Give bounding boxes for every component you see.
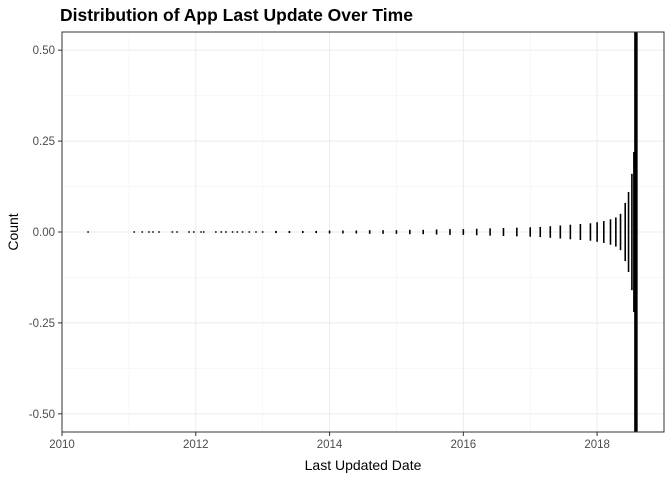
bar — [449, 229, 451, 235]
x-tick-label: 2014 — [317, 439, 343, 451]
bar — [633, 152, 635, 312]
bar — [422, 229, 424, 235]
bar — [248, 231, 251, 233]
bars-group — [87, 32, 638, 432]
bar — [231, 231, 234, 233]
bar — [315, 230, 317, 234]
bar — [141, 231, 144, 233]
bar — [549, 226, 552, 238]
bar — [188, 231, 190, 233]
y-axis-ticks: -0.50 -0.25 0.00 0.25 0.50 — [29, 45, 62, 421]
bar — [288, 230, 291, 234]
bar — [603, 221, 605, 243]
bar — [435, 229, 438, 235]
bar — [609, 219, 612, 245]
y-tick-label: -0.25 — [29, 318, 55, 330]
y-tick-label: 0.00 — [33, 227, 55, 239]
bar — [328, 230, 331, 234]
bar — [382, 230, 384, 234]
bar — [529, 227, 532, 237]
bar — [255, 231, 257, 233]
bar — [559, 225, 562, 239]
y-axis-label: Count — [5, 213, 21, 250]
bar — [368, 230, 371, 234]
bar — [462, 229, 465, 235]
bar — [225, 231, 227, 233]
bar — [627, 192, 630, 272]
bar — [589, 223, 592, 241]
bar — [539, 226, 542, 238]
bar — [241, 231, 244, 233]
bar — [475, 228, 478, 236]
bar — [409, 229, 411, 235]
x-tick-label: 2012 — [183, 439, 209, 451]
x-tick-label: 2018 — [584, 439, 610, 451]
bar — [631, 173, 633, 291]
bar — [171, 231, 174, 233]
bar — [192, 231, 195, 233]
bar — [203, 231, 205, 233]
chart-title: Distribution of App Last Update Over Tim… — [60, 5, 413, 25]
bar — [624, 202, 627, 262]
x-tick-label: 2010 — [49, 439, 75, 451]
bar — [355, 230, 358, 234]
bar — [302, 230, 304, 234]
bar — [261, 231, 264, 233]
bar — [215, 231, 217, 233]
bar — [579, 224, 582, 240]
bar — [275, 230, 277, 234]
x-tick-label: 2016 — [451, 439, 477, 451]
bar — [200, 231, 202, 233]
bar — [619, 213, 622, 251]
bar — [395, 230, 398, 234]
bar — [220, 231, 222, 233]
x-axis-ticks: 2010 2012 2014 2016 2018 — [49, 432, 610, 451]
bar — [148, 231, 150, 233]
bar — [569, 224, 572, 240]
bar — [133, 231, 136, 233]
bar — [489, 228, 491, 236]
y-tick-label: -0.50 — [29, 409, 55, 421]
bar — [342, 230, 344, 234]
bar — [236, 231, 239, 233]
x-axis-label: Last Updated Date — [305, 457, 422, 473]
bar — [596, 222, 598, 242]
bar — [615, 217, 617, 247]
bar — [634, 32, 638, 432]
bar — [176, 231, 178, 233]
bar — [87, 231, 89, 233]
bar — [158, 231, 160, 233]
bar — [152, 231, 154, 233]
bar — [502, 228, 505, 236]
bar — [516, 227, 518, 237]
y-tick-label: 0.25 — [33, 136, 55, 148]
y-tick-label: 0.50 — [33, 45, 55, 57]
